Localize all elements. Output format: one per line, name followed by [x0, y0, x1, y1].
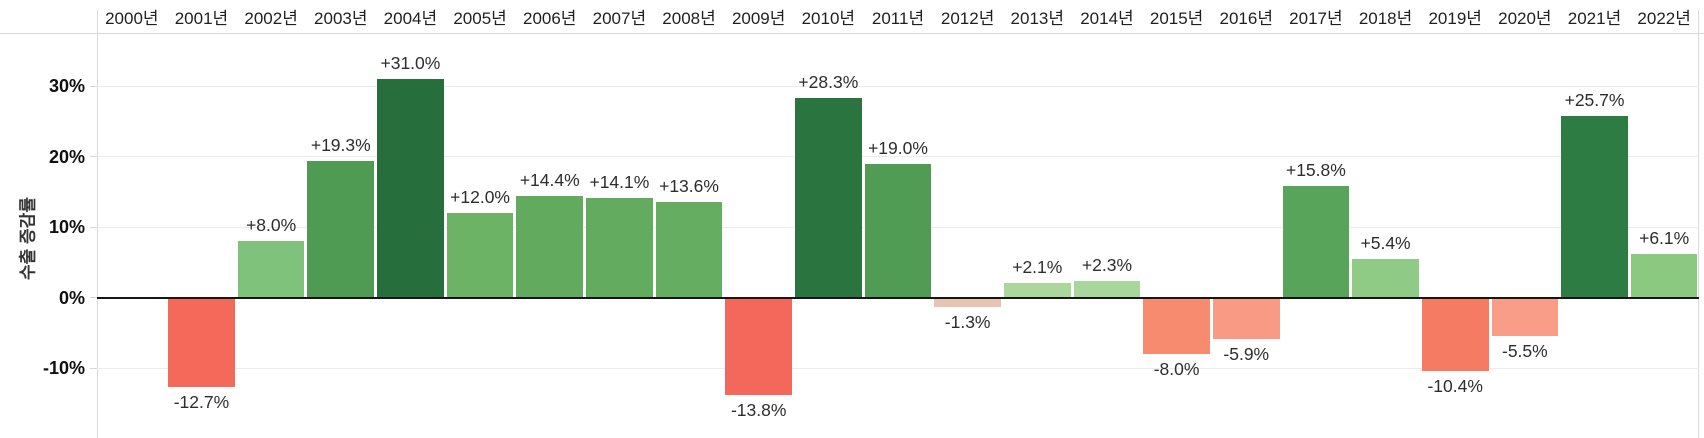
- bar-2003[interactable]: [307, 161, 375, 298]
- bar-2016[interactable]: [1212, 297, 1280, 340]
- value-label-2006: +14.4%: [519, 169, 580, 190]
- y-tick-label: 10%: [48, 217, 85, 237]
- bar-2014[interactable]: [1073, 281, 1141, 298]
- y-tick-label: 0%: [58, 287, 85, 308]
- value-label-2005: +12.0%: [450, 186, 510, 207]
- right-border-line: [1698, 10, 1699, 438]
- value-label-2016: -5.9%: [1223, 344, 1270, 365]
- bar-2012[interactable]: [934, 297, 1001, 307]
- x-axis-label-2006: 2006년: [522, 9, 577, 28]
- value-label-2003: +19.3%: [310, 135, 371, 156]
- x-axis-label-2013: 2013년: [1010, 9, 1065, 28]
- bar-2007[interactable]: [586, 198, 653, 298]
- bar-2022[interactable]: [1630, 254, 1698, 298]
- value-label-2019: -10.4%: [1427, 375, 1483, 396]
- value-label-2013: +2.1%: [1012, 256, 1063, 277]
- bar-2008[interactable]: [655, 201, 723, 298]
- y-tick-label: 30%: [48, 76, 85, 96]
- value-label-2011: +19.0%: [868, 137, 928, 158]
- x-axis-label-2014: 2014년: [1080, 9, 1134, 28]
- bar-2019[interactable]: [1421, 297, 1489, 371]
- x-axis-label-2008: 2008년: [662, 9, 716, 28]
- x-axis-label-2010: 2010년: [801, 9, 856, 28]
- bar-2009[interactable]: [725, 297, 792, 395]
- value-label-2002: +8.0%: [246, 215, 297, 236]
- y-axis-tick: [90, 156, 97, 157]
- bar-2015[interactable]: [1143, 297, 1210, 354]
- x-axis-label-2005: 2005년: [453, 9, 507, 28]
- bar-2005[interactable]: [446, 212, 514, 298]
- value-label-2017: +15.8%: [1285, 160, 1346, 181]
- value-label-2012: -1.3%: [944, 311, 991, 332]
- bar-2020[interactable]: [1491, 297, 1559, 337]
- bar-2006[interactable]: [516, 195, 584, 298]
- value-label-2021: +25.7%: [1564, 90, 1625, 111]
- y-tick-label: 20%: [48, 146, 85, 167]
- x-axis-label-2001: 2001년: [174, 9, 229, 28]
- x-axis-label-2017: 2017년: [1289, 9, 1343, 28]
- bar-2010[interactable]: [795, 97, 862, 298]
- value-label-2004: +31.0%: [380, 52, 441, 73]
- value-label-2009: -13.8%: [730, 399, 787, 420]
- x-axis-label-2002: 2002년: [244, 9, 298, 28]
- value-label-2015: -8.0%: [1153, 358, 1200, 379]
- gridline-20%: [97, 156, 1699, 157]
- bar-2004[interactable]: [377, 78, 444, 298]
- value-label-2014: +2.3%: [1081, 255, 1132, 276]
- header-separator-line: [0, 33, 1704, 34]
- x-axis-label-2015: 2015년: [1149, 9, 1204, 28]
- zero-baseline: [97, 296, 1699, 299]
- y-axis-line: [97, 10, 98, 438]
- value-label-2022: +6.1%: [1639, 228, 1690, 249]
- x-axis-label-2022: 2022년: [1637, 9, 1691, 28]
- y-axis-tick: [90, 367, 97, 369]
- bar-2017[interactable]: [1282, 186, 1350, 298]
- x-axis-label-2003: 2003년: [314, 9, 368, 28]
- value-label-2020: -5.5%: [1502, 341, 1548, 362]
- x-axis-label-2000: 2000년: [105, 9, 159, 28]
- gridline-30%: [97, 85, 1699, 87]
- x-axis-label-2011: 2011년: [871, 9, 925, 28]
- x-axis-label-2021: 2021년: [1567, 9, 1622, 28]
- x-axis-label-2016: 2016년: [1219, 9, 1273, 28]
- bar-2002[interactable]: [237, 241, 305, 298]
- y-axis-tick: [90, 226, 97, 228]
- bar-2001[interactable]: [168, 297, 235, 388]
- value-label-2010: +28.3%: [798, 71, 859, 92]
- bar-2011[interactable]: [864, 163, 932, 298]
- value-label-2008: +13.6%: [659, 175, 719, 196]
- value-label-2007: +14.1%: [589, 172, 650, 193]
- x-axis-label-2009: 2009년: [731, 9, 786, 28]
- y-axis-title: 수출 증감률: [18, 197, 38, 280]
- x-axis-label-2007: 2007년: [592, 9, 647, 28]
- bar-2013[interactable]: [1003, 282, 1071, 298]
- x-axis-label-2018: 2018년: [1358, 9, 1413, 28]
- bar-2018[interactable]: [1352, 259, 1419, 298]
- x-axis-label-2019: 2019년: [1428, 9, 1482, 28]
- gridline--10%: [97, 367, 1699, 369]
- y-axis-tick: [90, 297, 97, 298]
- x-axis-label-2020: 2020년: [1498, 9, 1552, 28]
- bar-2021[interactable]: [1561, 116, 1628, 298]
- x-axis-label-2012: 2012년: [940, 9, 995, 28]
- y-axis-tick: [90, 85, 97, 87]
- y-tick-label: -10%: [42, 358, 85, 378]
- value-label-2018: +5.4%: [1360, 233, 1411, 254]
- value-label-2001: -12.7%: [173, 392, 230, 413]
- x-axis-label-2004: 2004년: [383, 9, 438, 28]
